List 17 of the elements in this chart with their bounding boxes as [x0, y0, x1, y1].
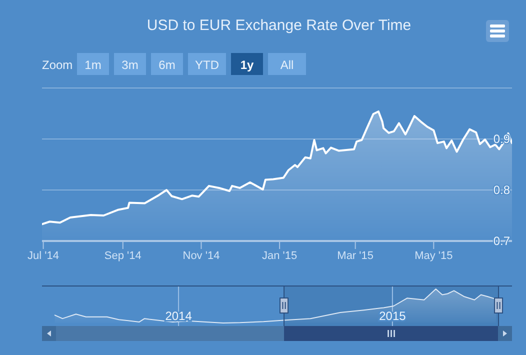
x-tick-label: 2015	[379, 309, 406, 323]
x-tick-label: Jul '14	[28, 250, 60, 262]
text: 3m	[122, 58, 138, 72]
text: 1y	[240, 58, 254, 72]
text: 6m	[158, 58, 176, 72]
x-tick-label: 2014	[165, 309, 192, 323]
text: 1m	[84, 58, 102, 72]
x-tick-label: Jan '15	[262, 250, 298, 262]
x-tick-label: Sep '14	[104, 250, 142, 262]
text: Zoom	[42, 58, 73, 72]
text: All	[280, 58, 294, 72]
x-tick-label: Nov '14	[182, 250, 220, 262]
chart-title: USD to EUR Exchange Rate Over Time	[146, 17, 412, 34]
text: YTD	[195, 58, 220, 72]
x-tick-label: Mar '15	[337, 250, 374, 262]
y-tick-label: 0.8	[493, 183, 510, 198]
x-tick-label: May '15	[414, 250, 453, 262]
